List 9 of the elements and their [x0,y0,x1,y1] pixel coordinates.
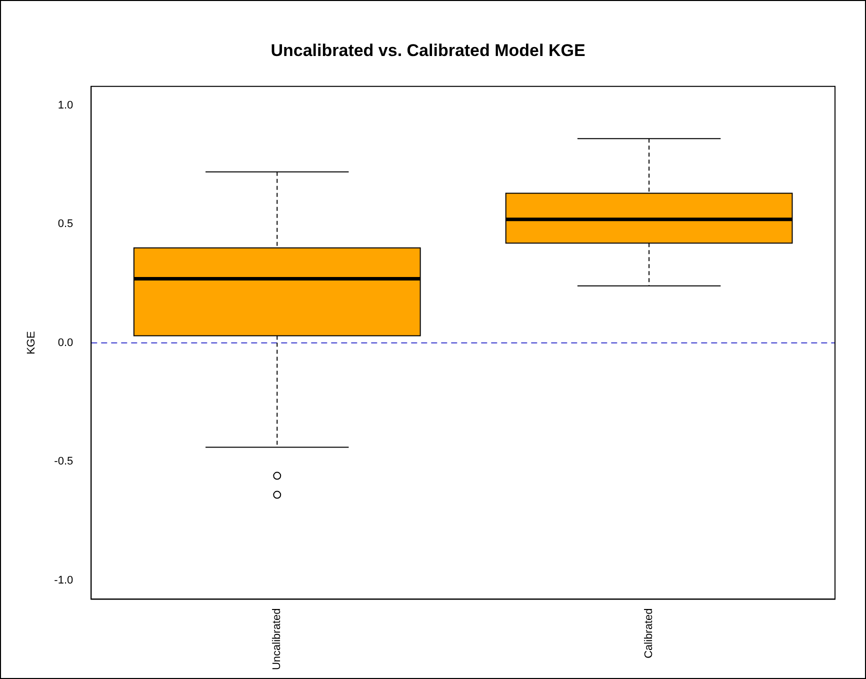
y-tick-label: 1.0 [58,99,74,112]
y-tick-label: 0.5 [58,218,74,230]
x-tick-label: Uncalibrated [271,608,284,670]
chart-title: Uncalibrated vs. Calibrated Model KGE [270,40,586,60]
y-tick-label: 0.0 [58,336,74,349]
y-axis-title: KGE [26,331,38,354]
y-tick-label: -0.5 [54,456,74,468]
x-tick-label: Calibrated [643,608,656,658]
y-tick-label: -1.0 [54,574,74,586]
